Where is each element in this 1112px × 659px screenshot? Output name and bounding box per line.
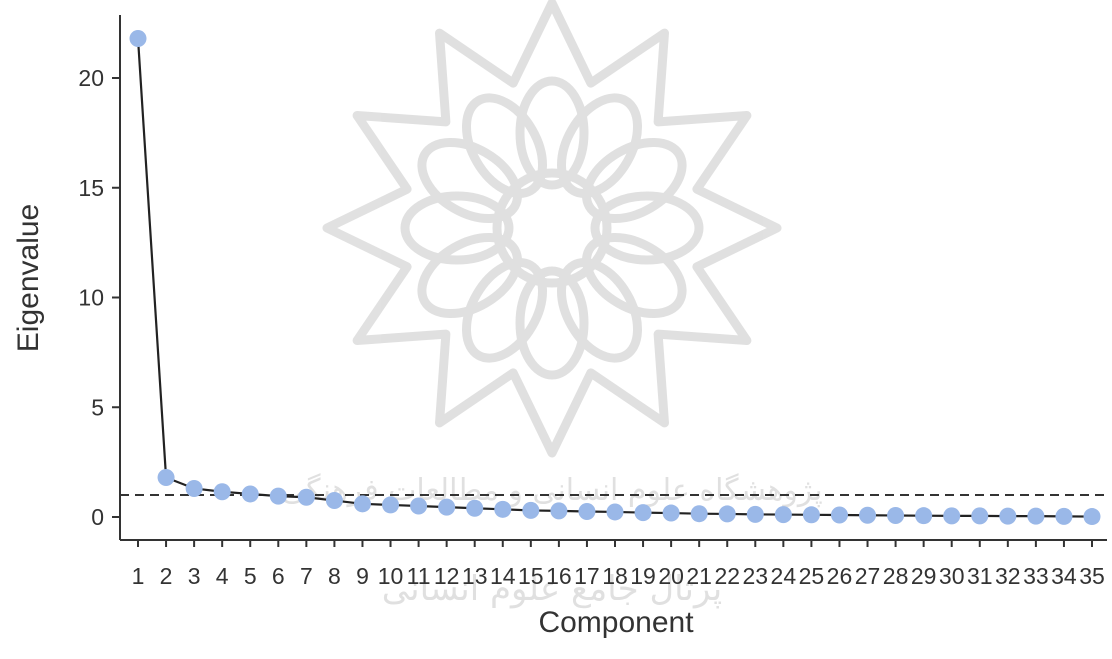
- x-axis-ticks: 1 2 3 4 5 6 7 8 9 10 11 12 13 14 15 16 17 18 19 20 21 22 23 24 2…: [132, 540, 1105, 589]
- x-tick-label: 14: [490, 563, 516, 589]
- data-point: [494, 500, 512, 518]
- x-tick-label: 30: [939, 563, 965, 589]
- data-point: [606, 503, 624, 521]
- data-point: [718, 505, 736, 523]
- x-tick-label: 28: [883, 563, 909, 589]
- x-tick-label: 5: [244, 563, 257, 589]
- data-point: [297, 488, 315, 506]
- x-tick-label: 23: [742, 563, 768, 589]
- x-tick-label: 22: [714, 563, 740, 589]
- watermark-logo: پژوهشگاه علوم انسانی و مطالعات فرهنگی پرت…: [281, 0, 823, 609]
- data-point: [578, 503, 596, 521]
- plot-area: [120, 29, 1107, 526]
- y-axis-ticks: 0 5 10 15 20: [78, 65, 120, 530]
- rosette-shape: [322, 0, 782, 458]
- data-point: [410, 497, 428, 515]
- x-tick-label: 27: [855, 563, 881, 589]
- x-tick-label: 21: [686, 563, 712, 589]
- x-tick-label: 3: [188, 563, 201, 589]
- y-axis-title: Eigenvalue: [12, 204, 45, 352]
- data-point: [971, 507, 989, 525]
- y-tick-label: 20: [78, 65, 104, 91]
- x-tick-label: 4: [216, 563, 229, 589]
- x-tick-label: 6: [272, 563, 285, 589]
- x-tick-label: 29: [911, 563, 937, 589]
- x-tick-label: 9: [356, 563, 369, 589]
- data-point: [830, 506, 848, 524]
- y-tick-label: 15: [78, 175, 104, 201]
- data-point: [213, 483, 231, 501]
- y-tick-label: 10: [78, 285, 104, 311]
- x-tick-label: 34: [1051, 563, 1077, 589]
- x-tick-label: 33: [1023, 563, 1049, 589]
- data-point: [269, 487, 287, 505]
- x-tick-label: 19: [630, 563, 656, 589]
- x-tick-label: 16: [546, 563, 572, 589]
- x-tick-label: 20: [658, 563, 684, 589]
- data-point: [241, 485, 259, 503]
- x-tick-label: 1: [132, 563, 145, 589]
- x-axis-title: Component: [538, 606, 694, 639]
- data-point: [859, 506, 877, 524]
- watermark-text-line2: پرتال جامع علوم انسانی: [382, 569, 722, 609]
- data-point: [634, 504, 652, 522]
- data-point: [774, 506, 792, 524]
- data-point: [129, 29, 147, 47]
- data-point: [438, 498, 456, 516]
- data-point: [943, 507, 961, 525]
- data-point: [550, 502, 568, 520]
- x-tick-label: 24: [771, 563, 797, 589]
- x-tick-label: 13: [462, 563, 488, 589]
- data-point: [915, 507, 933, 525]
- x-tick-label: 18: [602, 563, 628, 589]
- x-tick-label: 12: [434, 563, 460, 589]
- data-point: [1083, 508, 1101, 526]
- x-tick-label: 31: [967, 563, 993, 589]
- data-point: [690, 505, 708, 523]
- data-point: [157, 468, 175, 486]
- x-tick-label: 15: [518, 563, 544, 589]
- data-point: [887, 506, 905, 524]
- data-point: [746, 505, 764, 523]
- x-tick-label: 25: [799, 563, 825, 589]
- y-tick-label: 5: [91, 394, 104, 420]
- data-point: [353, 495, 371, 513]
- x-tick-label: 32: [995, 563, 1021, 589]
- watermark-text-line1: پژوهشگاه علوم انسانی و مطالعات فرهنگی: [281, 473, 823, 508]
- data-point: [802, 506, 820, 524]
- x-tick-label: 7: [300, 563, 313, 589]
- data-point: [382, 496, 400, 514]
- x-tick-label: 11: [407, 563, 431, 589]
- data-point: [662, 504, 680, 522]
- x-tick-label: 2: [160, 563, 173, 589]
- data-point: [1027, 507, 1045, 525]
- data-point: [325, 492, 343, 510]
- x-tick-label: 8: [328, 563, 341, 589]
- data-point: [466, 499, 484, 517]
- x-tick-label: 10: [378, 563, 404, 589]
- x-tick-label: 35: [1079, 563, 1105, 589]
- data-point: [1055, 507, 1073, 525]
- data-point: [522, 501, 540, 519]
- x-tick-label: 26: [827, 563, 853, 589]
- y-tick-label: 0: [91, 504, 104, 530]
- x-tick-label: 17: [574, 563, 600, 589]
- data-point: [185, 479, 203, 497]
- data-point: [999, 507, 1017, 525]
